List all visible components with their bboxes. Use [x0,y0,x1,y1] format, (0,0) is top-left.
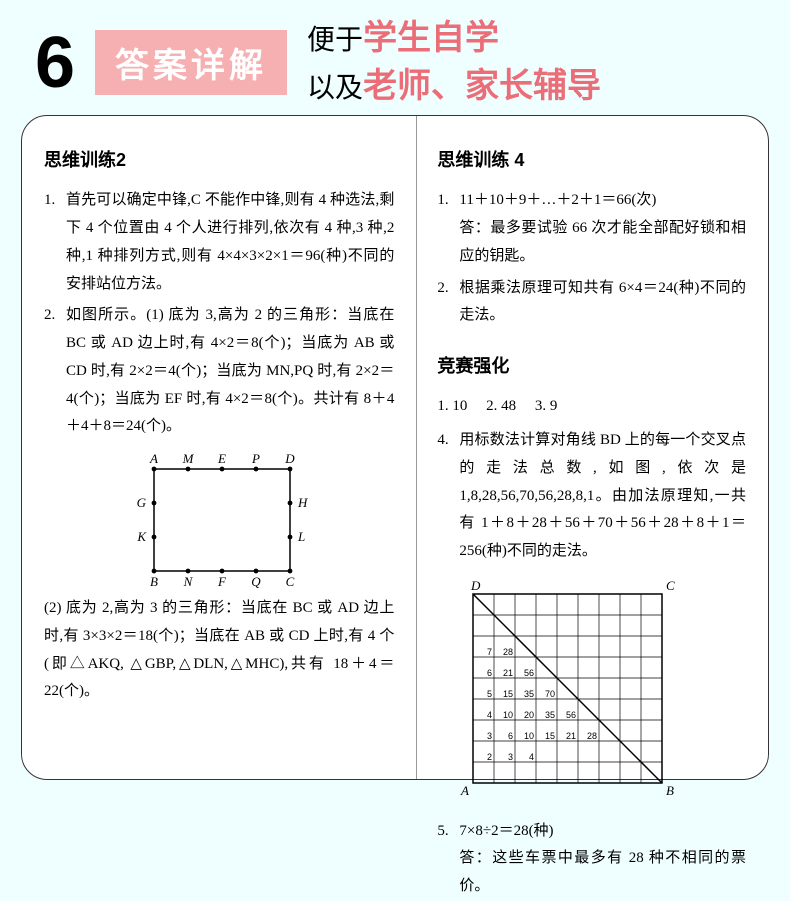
slogan-line1: 便于学生自学 [307,15,601,63]
svg-text:5: 5 [487,689,492,699]
question-2: 2. 根据乘法原理可知共有 6×4＝24(种)不同的走法。 [437,275,746,331]
item-body: 首先可以确定中锋,C 不能作中锋,则有 4 种选法,剩下 4 个位置由 4 个人… [66,187,394,298]
svg-text:C: C [666,578,675,593]
svg-text:70: 70 [545,689,555,699]
section-title: 思维训练 4 [437,144,746,177]
svg-text:4: 4 [529,752,534,762]
svg-text:3: 3 [487,731,492,741]
question-1: 1. 首先可以确定中锋,C 不能作中锋,则有 4 种选法,剩下 4 个位置由 4… [44,187,394,298]
svg-text:10: 10 [524,731,534,741]
svg-text:A: A [149,451,158,466]
item-body: 7×8÷2＝28(种) 答：这些车票中最多有 28 种不相同的票价。 [459,818,746,901]
item-number: 1. [437,187,459,270]
question-4: 4. 用标数法计算对角线 BD 上的每一个交叉点的走法总数,如图,依次是 1,8… [437,427,746,566]
svg-text:10: 10 [503,710,513,720]
svg-text:H: H [297,495,308,510]
section-number: 6 [35,27,75,99]
question-5: 5. 7×8÷2＝28(种) 答：这些车票中最多有 28 种不相同的票价。 [437,818,746,901]
svg-text:21: 21 [503,668,513,678]
svg-text:D: D [284,451,295,466]
figure-rectangle: A M E P D B N F Q C G K H L [124,451,314,589]
ans-3: 3. 9 [535,398,558,414]
svg-text:B: B [150,574,158,589]
section-title: 思维训练2 [44,144,394,177]
svg-text:6: 6 [508,731,513,741]
slogan: 便于学生自学 以及老师、家长辅导 [307,15,601,110]
ans-1: 1. 10 [437,398,467,414]
svg-text:28: 28 [587,731,597,741]
question-1: 1. 11＋10＋9＋…＋2＋1＝66(次) 答：最多要试验 66 次才能全部配… [437,187,746,270]
svg-text:20: 20 [524,710,534,720]
text: 以及 [307,72,363,103]
svg-text:K: K [137,529,148,544]
svg-text:15: 15 [545,731,555,741]
slogan-line2: 以及老师、家长辅导 [307,63,601,111]
item-number: 5. [437,818,459,901]
item-number: 4. [437,427,459,566]
emphasis: 学生自学 [363,19,499,57]
right-column: 思维训练 4 1. 11＋10＋9＋…＋2＋1＝66(次) 答：最多要试验 66… [417,116,768,779]
svg-text:D: D [470,578,481,593]
text: 7×8÷2＝28(种) [459,818,746,846]
svg-text:N: N [183,574,194,589]
svg-text:F: F [217,574,227,589]
ans-2: 2. 48 [486,398,516,414]
svg-text:28: 28 [503,647,513,657]
item-body: 11＋10＋9＋…＋2＋1＝66(次) 答：最多要试验 66 次才能全部配好锁和… [459,187,746,270]
svg-text:M: M [182,451,195,466]
question-2: 2. 如图所示。(1) 底为 3,高为 2 的三角形：当底在 BC 或 AD 边… [44,302,394,441]
item-number: 2. [44,302,66,441]
item-body: 用标数法计算对角线 BD 上的每一个交叉点的走法总数,如图,依次是 1,8,28… [459,427,746,566]
svg-text:35: 35 [545,710,555,720]
answer-text: 答：这些车票中最多有 28 种不相同的票价。 [459,845,746,901]
svg-text:C: C [286,574,295,589]
item-number: 1. [44,187,66,298]
svg-text:4: 4 [487,710,492,720]
svg-text:35: 35 [524,689,534,699]
emphasis: 老师、家长辅导 [363,67,601,105]
svg-text:6: 6 [487,668,492,678]
svg-text:L: L [297,529,305,544]
svg-text:E: E [217,451,226,466]
section-title: 竞赛强化 [437,350,746,383]
text: 便于 [307,24,363,55]
figure-grid: 7 28 6 21 56 5 15 35 70 4 10 20 35 56 3 6 10 15 21 28 2 3 4 A B C… [457,578,678,799]
content-card: 思维训练2 1. 首先可以确定中锋,C 不能作中锋,则有 4 种选法,剩下 4 … [21,115,769,780]
svg-text:A: A [460,783,469,798]
svg-text:G: G [137,495,147,510]
answer-text: 答：最多要试验 66 次才能全部配好锁和相应的钥匙。 [459,215,746,271]
badge: 答案详解 [95,30,287,95]
svg-text:Q: Q [251,574,261,589]
svg-text:P: P [251,451,260,466]
svg-text:56: 56 [566,710,576,720]
svg-text:15: 15 [503,689,513,699]
item-body: 根据乘法原理可知共有 6×4＝24(种)不同的走法。 [459,275,746,331]
svg-text:21: 21 [566,731,576,741]
question-2b: (2) 底为 2,高为 3 的三角形：当底在 BC 或 AD 边上时,有 3×3… [44,595,394,706]
svg-text:56: 56 [524,668,534,678]
header: 6 答案详解 便于学生自学 以及老师、家长辅导 [0,0,790,110]
svg-text:B: B [666,783,674,798]
svg-text:3: 3 [508,752,513,762]
short-answers: 1. 10 2. 48 3. 9 [437,393,746,421]
text: 11＋10＋9＋…＋2＋1＝66(次) [459,187,746,215]
svg-text:2: 2 [487,752,492,762]
item-body: 如图所示。(1) 底为 3,高为 2 的三角形：当底在 BC 或 AD 边上时,… [66,302,394,441]
svg-text:7: 7 [487,647,492,657]
left-column: 思维训练2 1. 首先可以确定中锋,C 不能作中锋,则有 4 种选法,剩下 4 … [22,116,417,779]
item-number: 2. [437,275,459,331]
